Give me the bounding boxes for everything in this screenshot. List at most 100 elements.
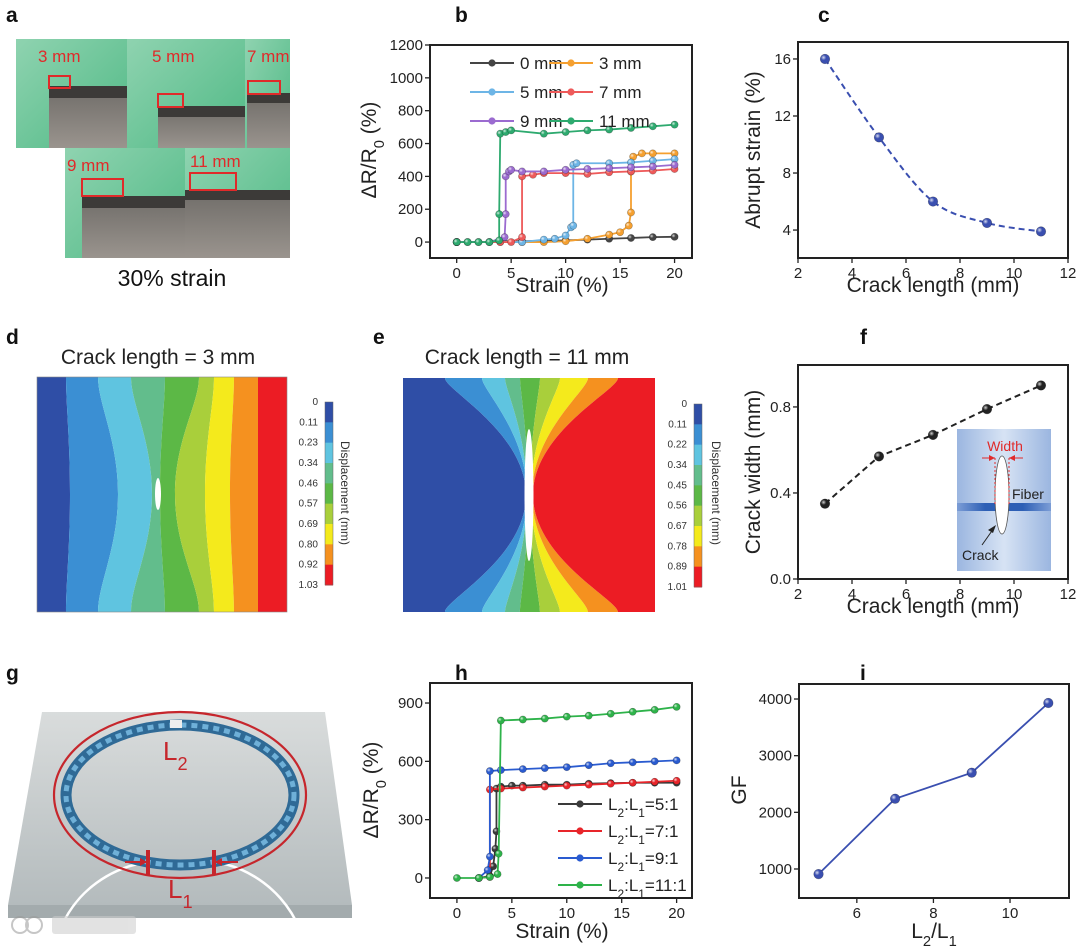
- legend-item: L2:L1=7:1: [558, 822, 678, 847]
- colorbar-segment: [694, 546, 702, 568]
- plot-frame: [797, 364, 1069, 580]
- legend-label: 0 mm: [520, 54, 563, 73]
- chart-h-ylabel: ΔR/R0 (%): [360, 742, 390, 839]
- chart-c-xlabel: Crack length (mm): [847, 274, 1020, 297]
- inset-crack-label: Crack: [962, 547, 1000, 563]
- colorbar-segment: [694, 485, 702, 507]
- y-tick-label: 0: [415, 234, 423, 251]
- y-tick-label: 3000: [759, 748, 792, 765]
- legend-label: L2:L1=11:1: [608, 876, 687, 901]
- colorbar-label: 0.92: [299, 560, 319, 571]
- series-line: [817, 702, 1049, 875]
- y-tick-label: 300: [398, 812, 423, 829]
- y-tick-label: 1000: [390, 70, 423, 87]
- chart-b-ylabel: ΔR/R0 (%): [358, 102, 388, 199]
- colorbar-segment: [325, 564, 333, 586]
- y-tick-label: 8: [783, 165, 791, 182]
- x-tick-label: 20: [666, 265, 683, 282]
- panel-label-g: g: [6, 662, 19, 685]
- chart-f-xlabel: Crack length (mm): [847, 595, 1020, 618]
- panel-label-d: d: [6, 326, 19, 349]
- strain-caption: 30% strain: [118, 265, 227, 291]
- colorbar-label: 0.34: [299, 458, 319, 469]
- colorbar-label: 0: [312, 397, 318, 408]
- x-tick-label: 4: [848, 586, 856, 603]
- colorbar-segment: [694, 566, 702, 588]
- legend-item: L2:L1=11:1: [558, 876, 687, 901]
- colorbar-segment: [325, 422, 333, 444]
- legend-item: L2:L1=5:1: [558, 795, 678, 820]
- colorbar-segment: [325, 503, 333, 525]
- panel-a-photos: 3 mm 5 mm 7 mm 9 mm 11 m: [16, 39, 290, 291]
- legend-item: 7 mm: [549, 83, 642, 102]
- panel-label-h: h: [455, 662, 468, 685]
- colorbar-label: 0.45: [668, 480, 688, 491]
- x-tick-label: 10: [558, 905, 575, 922]
- legend-item: 11 mm: [549, 112, 650, 131]
- panel-label-i: i: [860, 662, 866, 685]
- legend-item: 5 mm: [470, 83, 563, 102]
- x-tick-label: 4: [848, 265, 856, 282]
- x-tick-label: 6: [902, 586, 910, 603]
- series-line: [824, 58, 1042, 233]
- colorbar-segment: [694, 465, 702, 486]
- watermark-logo: [11, 916, 136, 934]
- y-tick-label: 600: [398, 136, 423, 153]
- contour-band: [98, 377, 152, 612]
- colorbar-label: 0.34: [668, 460, 688, 471]
- x-tick-label: 15: [613, 905, 630, 922]
- contour-band: [532, 378, 618, 612]
- x-tick-label: 12: [1060, 265, 1077, 282]
- colorbar-segment: [325, 524, 333, 545]
- chart-h-xlabel: Strain (%): [515, 920, 608, 943]
- x-tick-label: 2: [794, 586, 802, 603]
- colorbar-label: 0.56: [668, 501, 688, 512]
- photo-label: 5 mm: [152, 47, 195, 66]
- x-tick-label: 10: [1006, 265, 1023, 282]
- series-line: [456, 123, 675, 243]
- chart-b-xlabel: Strain (%): [515, 274, 608, 297]
- colorbar-segment: [325, 544, 333, 566]
- chart-h: 0 5 10 15 200300600900L2:L1=5:1L2:L1=7:1L2:L…: [398, 682, 693, 922]
- y-tick-label: 800: [398, 103, 423, 120]
- colorbar-label: 0.78: [668, 541, 688, 552]
- chart-c-ylabel: Abrupt strain (%): [742, 71, 765, 229]
- x-tick-label: 12: [1060, 586, 1077, 603]
- photo-label: 3 mm: [38, 47, 81, 66]
- panel-label-f: f: [860, 326, 868, 349]
- colorbar-label: 1.03: [299, 580, 319, 591]
- panel-e-title: Crack length = 11 mm: [425, 346, 629, 369]
- contour-band: [531, 378, 588, 612]
- plot-frame: [429, 682, 693, 899]
- y-tick-label: 1000: [759, 861, 792, 878]
- chart-i-ylabel: GF: [728, 775, 751, 804]
- panel-label-b: b: [455, 4, 468, 27]
- inset-width-label: Width: [987, 438, 1023, 454]
- crack-width-inset: Width Fiber Crack: [957, 429, 1051, 571]
- panel-d-title: Crack length = 3 mm: [61, 346, 255, 369]
- colorbar-label: 0.57: [299, 499, 319, 510]
- contour-band: [530, 378, 560, 612]
- colorbar-label: 0.69: [299, 519, 319, 530]
- colorbar-e-title: Displacement (mm): [709, 441, 723, 545]
- legend-label: L2:L1=5:1: [608, 795, 678, 820]
- contour-band: [66, 377, 118, 612]
- colorbar-segment: [325, 402, 333, 423]
- chart-i: 6 8 10 1000 2000 3000 4000: [759, 683, 1070, 922]
- y-tick-label: 16: [774, 51, 791, 68]
- contour-band: [131, 377, 165, 612]
- colorbar-segment: [325, 442, 333, 464]
- photo-7mm: 7 mm: [245, 39, 290, 148]
- y-tick-label: 0.8: [770, 399, 791, 416]
- legend-label: 3 mm: [599, 54, 642, 73]
- colorbar-segment: [694, 404, 702, 425]
- x-tick-label: 8: [956, 586, 964, 603]
- x-tick-label: 10: [557, 265, 574, 282]
- contour-map-3mm: [37, 377, 287, 612]
- contour-band: [37, 377, 70, 612]
- series-line: [456, 168, 675, 243]
- photo-11mm: 11 mm: [185, 148, 290, 258]
- colorbar-segment: [694, 505, 702, 527]
- plot-frame: [429, 44, 693, 259]
- chart-f-ylabel: Crack width (mm): [742, 390, 765, 555]
